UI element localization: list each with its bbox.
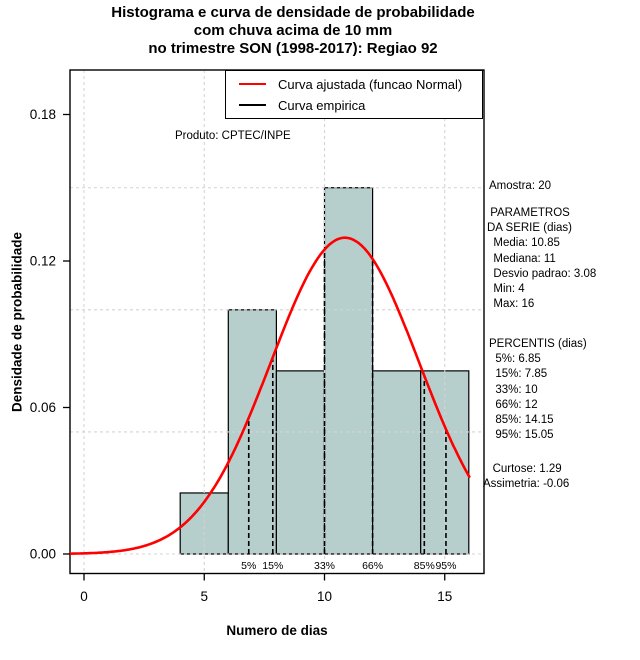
y-axis-tick-label: 0.06	[30, 400, 56, 415]
percentile-label: 15%	[262, 560, 283, 572]
stats-line: 15%: 7.85	[489, 368, 548, 381]
stats-percentiles: PERCENTIS (dias) 5%: 6.85 15%: 7.85 33%:…	[489, 337, 587, 443]
stats-line: 33%: 10	[489, 383, 538, 396]
x-axis-tick-label: 5	[200, 589, 208, 604]
stats-line: Max: 16	[487, 298, 535, 311]
stats-line: Mediana: 11	[487, 252, 556, 265]
stats-line: 5%: 6.85	[489, 353, 541, 366]
stats-line: Amostra: 20	[489, 180, 551, 192]
percentile-label: 66%	[362, 560, 383, 572]
y-axis-tick-label: 0.12	[30, 253, 56, 268]
y-axis-tick-label: 0.00	[30, 547, 56, 562]
stats-line: Assimetria: -0.06	[483, 478, 570, 491]
chart-title-line3: no trimestre SON (1998-2017): Regiao 92	[148, 40, 438, 57]
legend-item-fitted-curve: Curva ajustada (funcao Normal)	[226, 75, 482, 93]
chart-title-line1: Histograma e curva de densidade de proba…	[111, 4, 475, 21]
stats-line: PERCENTIS (dias)	[489, 338, 587, 350]
legend-label-fitted: Curva ajustada (funcao Normal)	[278, 76, 463, 92]
percentile-label: 5%	[241, 560, 256, 572]
percentile-label: 85%	[414, 560, 435, 572]
chart-title: Histograma e curva de densidade de proba…	[63, 4, 523, 58]
percentile-label: 95%	[435, 560, 456, 572]
stats-line: Curtose: 1.29	[483, 463, 562, 475]
density-curve	[68, 236, 471, 556]
stats-kurtosis-skewness: Curtose: 1.29 Assimetria: -0.06	[483, 462, 569, 492]
chart-title-line2: com chuva acima de 10 mm	[193, 22, 393, 39]
stats-line: PARAMETROS	[487, 207, 570, 219]
x-axis-tick-label: 0	[80, 589, 88, 604]
histogram-bar	[275, 370, 326, 555]
x-axis-tick-label: 10	[317, 589, 332, 604]
stats-line: Media: 10.85	[487, 237, 560, 250]
stats-line: 66%: 12	[489, 398, 538, 411]
product-watermark: Produto: CPTEC/INPE	[175, 130, 291, 142]
fitted-curve-line-sample	[239, 82, 266, 86]
legend-item-empirical-curve: Curva empirica	[226, 96, 482, 114]
y-axis-title: Densidade de probabilidade	[9, 231, 25, 413]
stats-line: 85%: 14.15	[489, 414, 554, 427]
stats-series-parameters: PARAMETROS DA SERIE (dias) Media: 10.85 M…	[487, 206, 596, 312]
x-axis-tick-label: 15	[437, 589, 452, 604]
histogram-bar	[372, 370, 422, 555]
legend-label-empirical: Curva empirica	[278, 97, 366, 113]
empirical-curve-line-sample	[239, 103, 266, 107]
stats-line: DA SERIE (dias)	[487, 222, 572, 235]
stats-line: Desvio padrao: 3.08	[487, 267, 597, 280]
stats-sample-size: Amostra: 20	[489, 179, 551, 194]
legend: Curva ajustada (funcao Normal) Curva emp…	[225, 70, 483, 119]
percentile-label: 33%	[314, 560, 335, 572]
stats-line: 95%: 15.05	[489, 429, 554, 442]
y-axis-tick-label: 0.18	[30, 107, 56, 122]
stats-line: Min: 4	[487, 283, 525, 296]
x-axis-title: Numero de dias	[226, 623, 328, 638]
